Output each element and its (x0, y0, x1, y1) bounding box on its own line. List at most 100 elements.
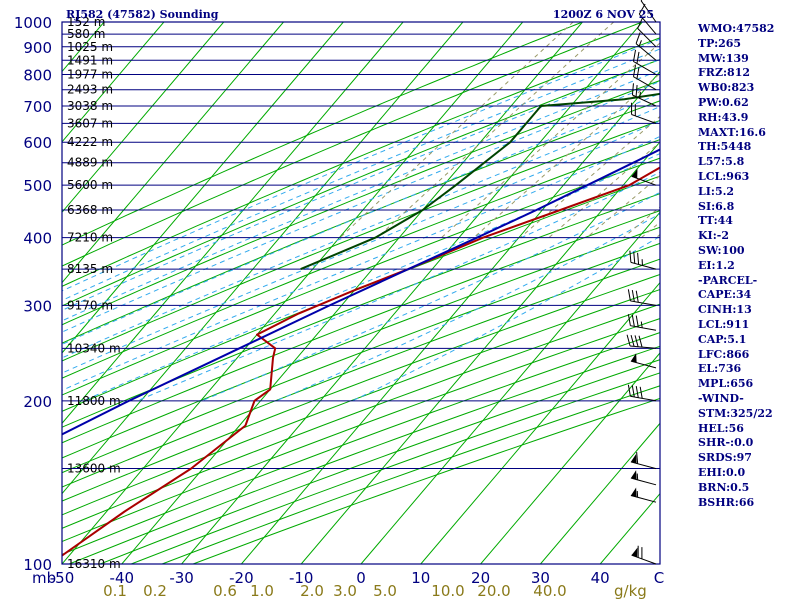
isotherm-line (62, 22, 344, 354)
dry-adiabat-line (62, 22, 584, 246)
index-item: MAXT:16.6 (698, 125, 766, 139)
moist-adiabat-line (62, 106, 660, 359)
index-item: SI:6.8 (698, 199, 735, 213)
index-item: STM:325/22 (698, 406, 773, 420)
pressure-tick-label: 600 (23, 134, 52, 152)
index-item: CINH:13 (698, 303, 752, 317)
height-label: 4222 m (67, 135, 113, 149)
wind-barb (630, 353, 657, 369)
isotherm-line (62, 22, 284, 284)
moist-adiabat-line (137, 171, 660, 402)
height-label: 1025 m (67, 40, 113, 54)
wind-barb (631, 168, 657, 186)
mixing-ratio-tick-label: 1.0 (250, 582, 274, 600)
pressure-tick-label: 700 (23, 98, 52, 116)
wind-barb (626, 334, 657, 349)
moist-adiabat-line (201, 191, 660, 402)
index-item: FRZ:812 (698, 66, 751, 80)
dry-adiabat-line (62, 157, 660, 396)
temperature-tick-label: -10 (289, 569, 314, 587)
dry-adiabat-line (62, 226, 660, 459)
index-item: SRDS:97 (698, 451, 752, 465)
height-label: 7210 m (67, 231, 113, 245)
temperature-tick-label: -20 (229, 569, 254, 587)
isotherm-line (62, 22, 404, 425)
isotherm-line (241, 70, 660, 564)
mixing-ratio-unit-label: g/kg (614, 582, 647, 600)
height-label: 2493 m (67, 83, 113, 97)
index-item: -PARCEL- (698, 273, 758, 287)
wind-barb (635, 32, 657, 61)
height-label: 1977 m (67, 68, 113, 82)
temperature-tick-label: 10 (411, 569, 430, 587)
isotherm-line (62, 22, 464, 495)
dry-adiabat-line (62, 242, 660, 474)
height-label: 13600 m (67, 462, 121, 476)
index-item: WB0:823 (698, 81, 755, 95)
pressure-tick-label: 400 (23, 230, 52, 248)
mixing-ratio-tick-label: 0.1 (103, 582, 127, 600)
index-item: LI:5.2 (698, 184, 735, 198)
index-item: BRN:0.5 (698, 480, 750, 494)
isotherm-line (62, 22, 524, 564)
mixing-ratio-tick-label: 0.2 (143, 582, 167, 600)
isotherm-line (360, 211, 660, 564)
wind-barb (638, 3, 657, 35)
index-item: -WIND- (698, 391, 744, 405)
plot-frame (61, 21, 661, 565)
wind-barb (630, 451, 657, 470)
mixing-ratio-tick-label: 10.0 (431, 582, 464, 600)
isotherm-line (300, 141, 660, 564)
height-label: 152 m (67, 15, 105, 29)
mixing-ratio-tick-label: 0.6 (213, 582, 237, 600)
wind-barb (629, 250, 657, 270)
moist-adiabat-line (83, 153, 660, 402)
moist-adiabat-line (62, 92, 660, 345)
isotherm-line (62, 22, 225, 214)
height-label: 6368 m (67, 203, 113, 217)
dry-adiabat-line (62, 273, 660, 502)
height-label: 11800 m (67, 394, 121, 408)
isotherm-line (181, 22, 643, 564)
index-item: L57:5.8 (698, 155, 745, 169)
temperature-tick-label: -40 (110, 569, 135, 587)
index-item: MW:139 (698, 51, 749, 65)
time-title: 1200Z 6 NOV 25 (553, 8, 654, 21)
index-item: TT:44 (698, 214, 733, 228)
height-label: 5600 m (67, 178, 113, 192)
mixing-ratio-tick-label: 3.0 (333, 582, 357, 600)
index-item: LFC:866 (698, 347, 750, 361)
wind-barb (627, 384, 657, 402)
height-label: 1491 m (67, 53, 113, 67)
isotherm-line (62, 22, 165, 143)
temperature-profile-line (62, 166, 660, 557)
pressure-tick-label: 800 (23, 67, 52, 85)
dry-adiabat-line (62, 119, 660, 362)
mixing-ratio-tick-label: 40.0 (533, 582, 566, 600)
dry-adiabat-line (62, 175, 660, 412)
height-label: 4889 m (67, 156, 113, 170)
dry-adiabat-line (62, 59, 660, 307)
height-label: 9170 m (67, 298, 113, 312)
pressure-tick-label: 500 (23, 177, 52, 195)
parcel-profile-line (62, 148, 660, 436)
pressure-unit-label: mb (32, 569, 56, 587)
index-item: CAP:5.1 (698, 332, 747, 346)
wind-barb (630, 487, 657, 503)
height-label: 580 m (67, 27, 105, 41)
pressure-tick-label: 300 (23, 297, 52, 315)
isotherm-line (540, 422, 660, 564)
index-item: HEL:56 (698, 421, 744, 435)
index-item: TP:265 (698, 36, 742, 50)
dewpoint-profile-line (300, 92, 660, 271)
height-label: 8135 m (67, 262, 113, 276)
temperature-tick-label: 40 (591, 569, 610, 587)
index-item: WMO:47582 (698, 22, 775, 35)
pressure-tick-label: 100 (23, 556, 52, 574)
moist-adiabat-line (62, 38, 660, 292)
index-item: SHR-:0.0 (698, 436, 754, 450)
temperature-unit-label: C (654, 569, 664, 587)
dry-adiabat-line (62, 193, 660, 428)
index-item: EL:736 (698, 362, 742, 376)
